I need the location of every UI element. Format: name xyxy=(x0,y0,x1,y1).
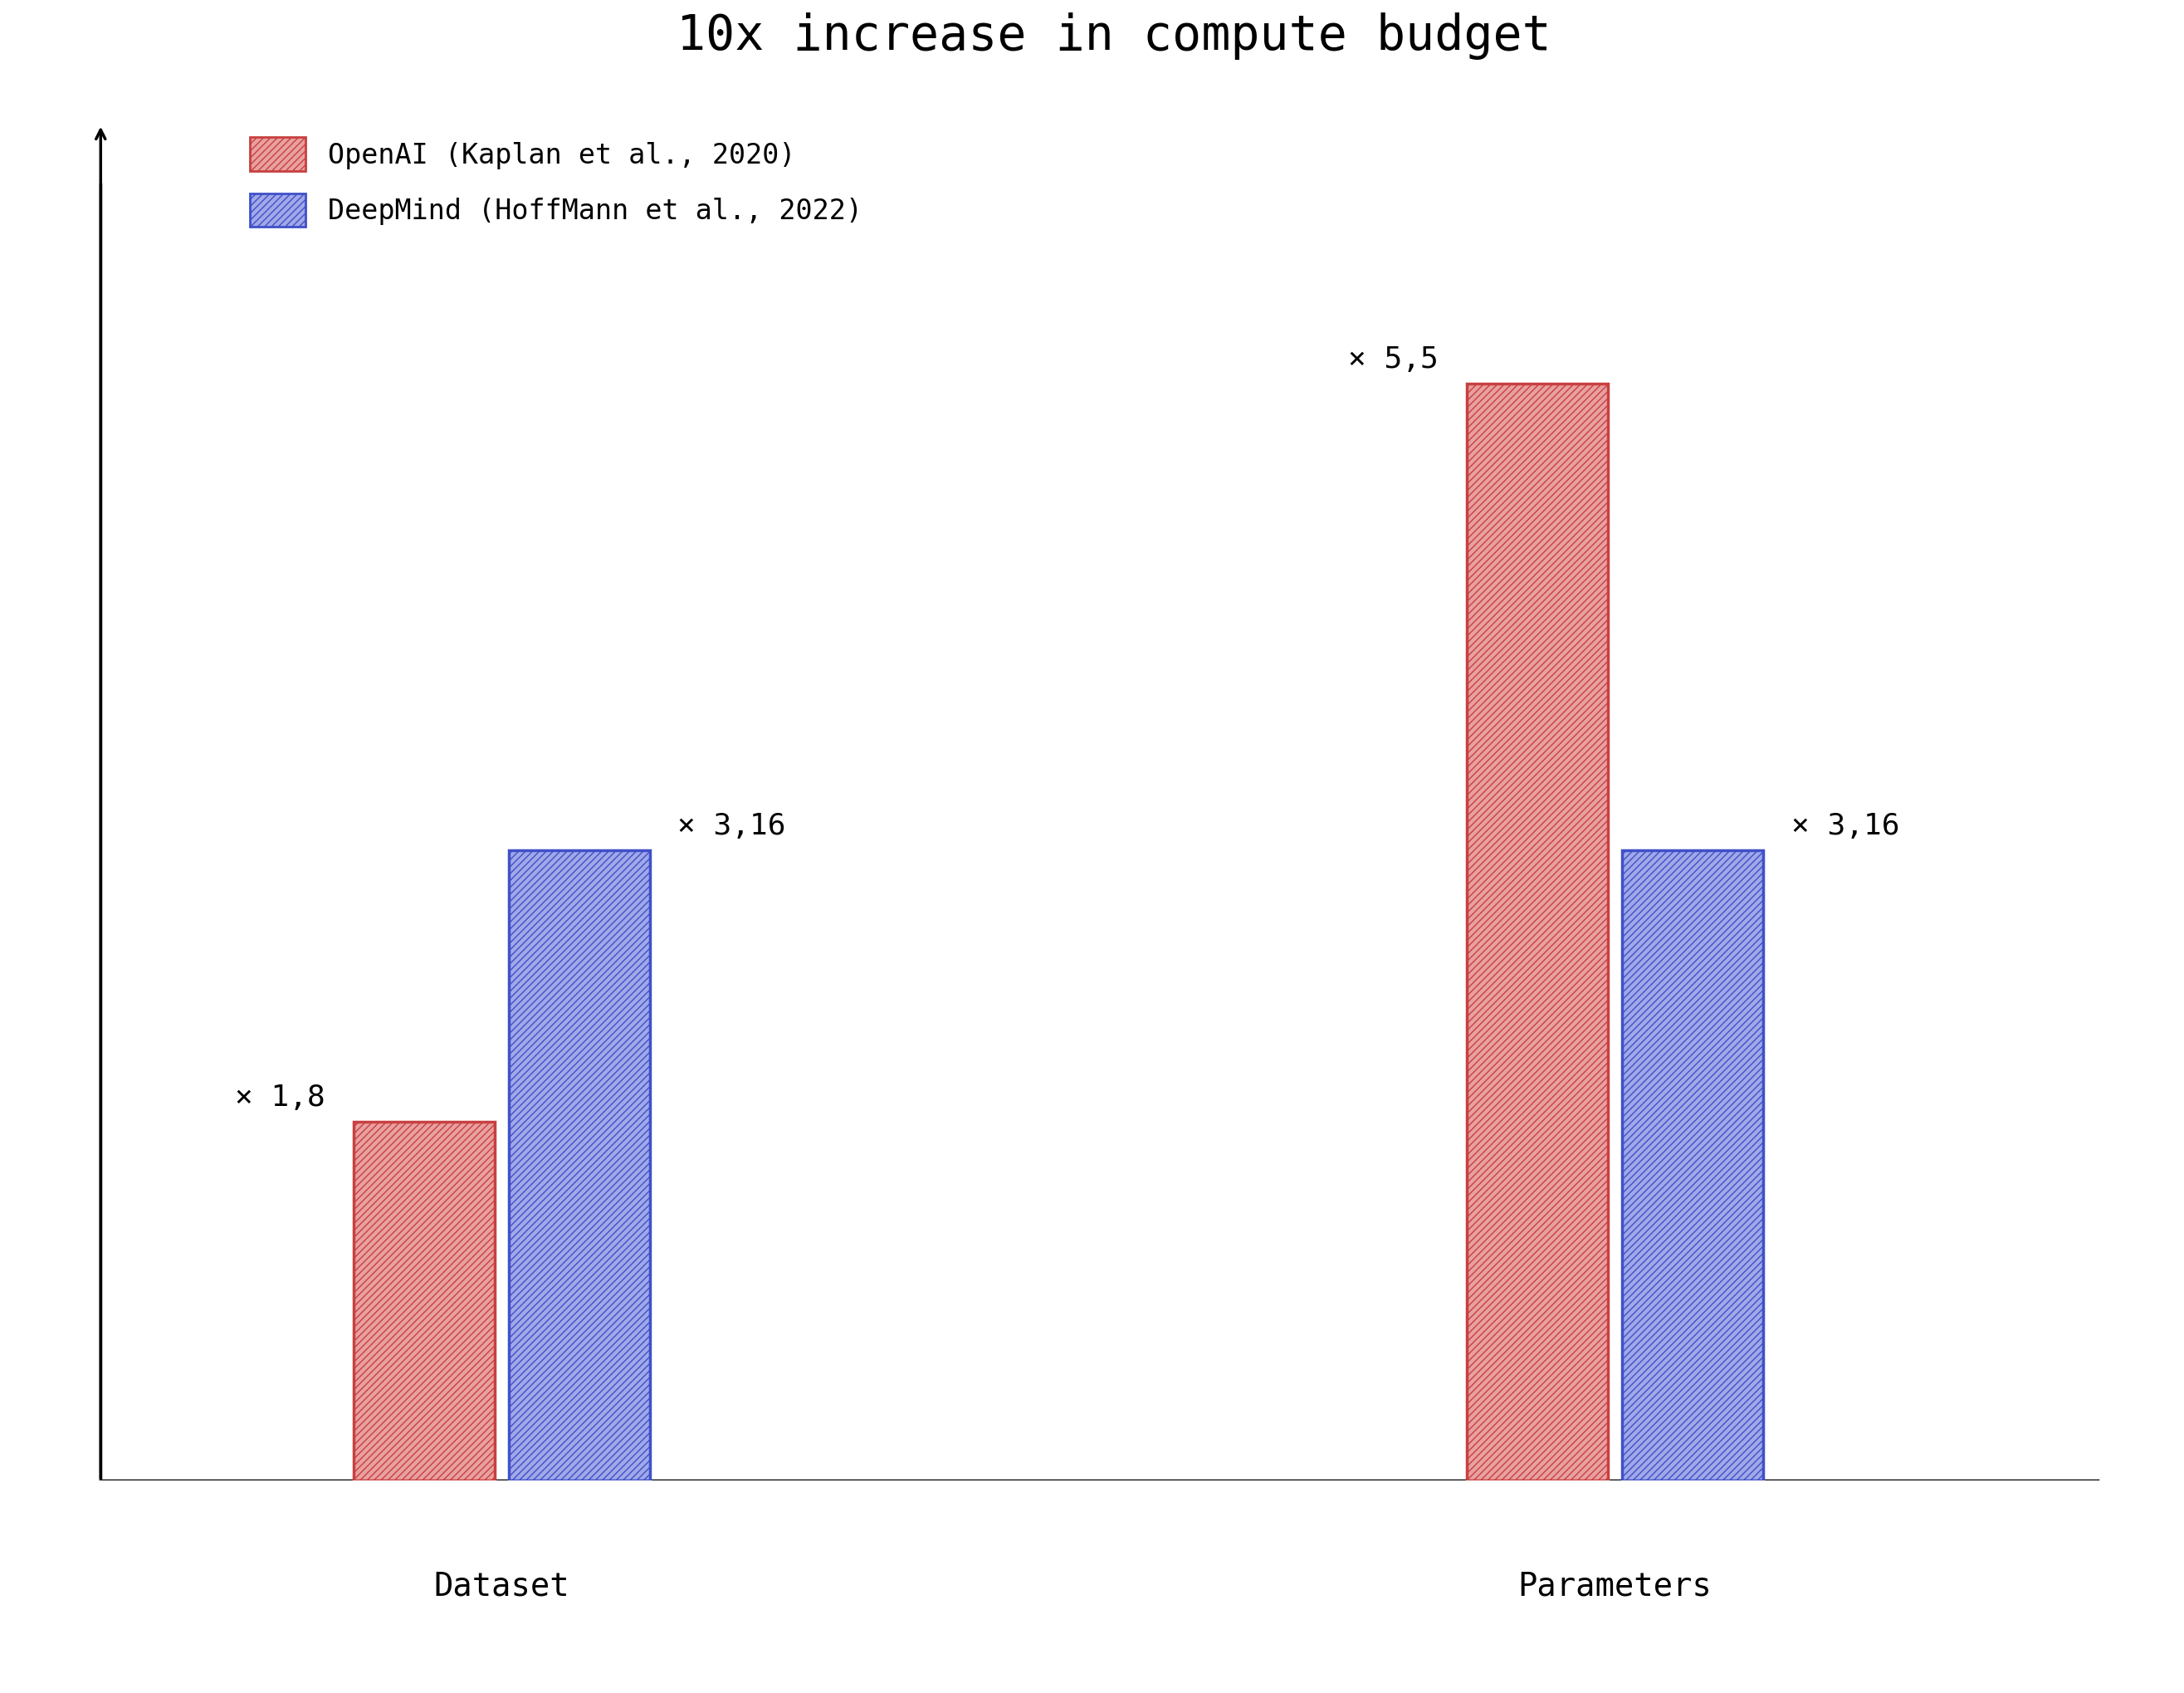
Text: × 3,16: × 3,16 xyxy=(1791,813,1900,840)
Bar xyxy=(1623,850,1762,1481)
Legend: OpenAI (Kaplan et al., 2020), DeepMind (HoffMann et al., 2022): OpenAI (Kaplan et al., 2020), DeepMind (… xyxy=(240,127,874,239)
Text: Parameters: Parameters xyxy=(1518,1571,1712,1602)
Text: × 5,5: × 5,5 xyxy=(1348,345,1439,374)
Bar xyxy=(1468,384,1607,1481)
Title: 10x increase in compute budget: 10x increase in compute budget xyxy=(677,12,1551,59)
Text: × 1,8: × 1,8 xyxy=(236,1084,325,1112)
Bar xyxy=(354,1121,494,1481)
Text: Dataset: Dataset xyxy=(435,1571,570,1602)
Text: × 3,16: × 3,16 xyxy=(677,813,786,840)
Bar xyxy=(509,850,649,1481)
